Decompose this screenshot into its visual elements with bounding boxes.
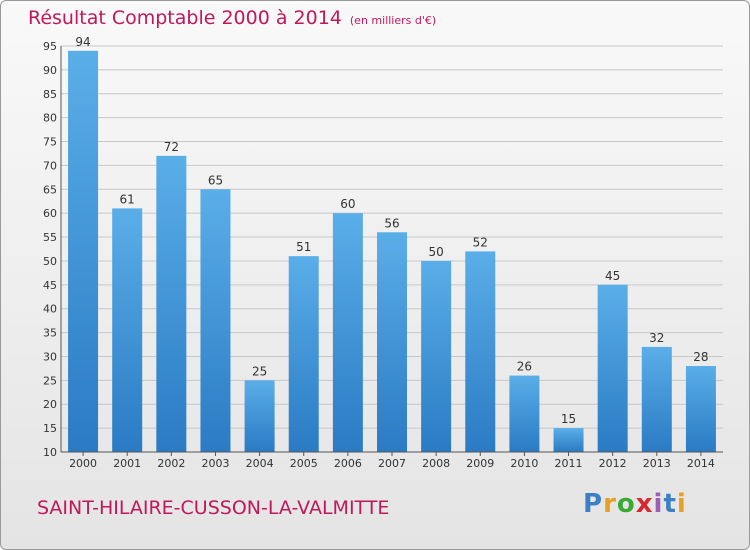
y-tick-label: 95 [43,40,57,53]
y-tick-label: 20 [43,398,57,411]
bar-2001 [112,208,143,452]
data-label-2010: 26 [517,360,532,374]
commune-name: SAINT-HILAIRE-CUSSON-LA-VALMITTE [37,497,390,519]
x-tick-label-2010: 2010 [510,457,538,470]
proxiti-logo[interactable]: Proxiti [583,489,687,519]
y-tick-label: 70 [43,159,57,172]
bar-2013 [641,346,672,452]
bar-2008 [421,260,452,452]
y-tick-label: 85 [43,88,57,101]
y-tick-label: 10 [43,446,57,459]
data-label-2000: 94 [75,35,90,49]
data-label-2004: 25 [252,364,267,378]
y-tick-label: 65 [43,183,57,196]
bar-2012 [597,284,628,452]
y-tick-label: 75 [43,136,57,149]
bar-2010 [509,375,540,452]
y-tick-label: 80 [43,112,57,125]
bar-2005 [288,256,319,452]
x-tick-label-2004: 2004 [246,457,274,470]
x-tick-label-2006: 2006 [334,457,362,470]
x-tick-label-2011: 2011 [555,457,583,470]
bar-2014 [685,366,716,452]
data-label-2013: 32 [649,331,664,345]
bar-2006 [332,213,363,452]
x-tick-label-2008: 2008 [422,457,450,470]
y-tick-label: 45 [43,279,57,292]
data-label-2008: 50 [428,245,443,259]
bar-2009 [465,251,496,452]
x-tick-label-2013: 2013 [643,457,671,470]
data-label-2014: 28 [693,350,708,364]
x-tick-label-2003: 2003 [201,457,229,470]
bar-2000 [68,50,99,453]
bar-2003 [200,189,231,452]
y-tick-label: 50 [43,255,57,268]
data-label-2007: 56 [384,216,399,230]
y-tick-label: 15 [43,422,57,435]
y-tick-label: 25 [43,374,57,387]
data-label-2003: 65 [208,173,223,187]
x-tick-label-2014: 2014 [687,457,715,470]
bar-2007 [377,232,407,452]
y-tick-label: 40 [43,303,57,316]
bar-2004 [244,380,275,452]
x-tick-label-2012: 2012 [599,457,627,470]
x-tick-label-2000: 2000 [69,457,97,470]
y-tick-label: 60 [43,207,57,220]
chart-title: Résultat Comptable 2000 à 2014 (en millie… [28,7,436,29]
chart-title-text: Résultat Comptable 2000 à 2014 [28,7,342,29]
x-tick-label-2005: 2005 [290,457,318,470]
data-label-2012: 45 [605,269,620,283]
data-label-2002: 72 [164,140,179,154]
data-label-2006: 60 [340,197,355,211]
data-label-2011: 15 [561,412,576,426]
data-label-2005: 51 [296,240,311,254]
x-tick-label-2007: 2007 [378,457,406,470]
bar-2002 [156,155,187,452]
data-label-2001: 61 [120,192,135,206]
chart-subtitle: (en milliers d'€) [349,14,437,27]
data-label-2009: 52 [473,235,488,249]
y-tick-label: 90 [43,64,57,77]
x-tick-label-2002: 2002 [157,457,185,470]
x-tick-label-2001: 2001 [113,457,141,470]
y-tick-label: 35 [43,327,57,340]
y-tick-label: 30 [43,350,57,363]
x-tick-label-2009: 2009 [466,457,494,470]
y-tick-label: 55 [43,231,57,244]
bar-2011 [553,428,584,452]
